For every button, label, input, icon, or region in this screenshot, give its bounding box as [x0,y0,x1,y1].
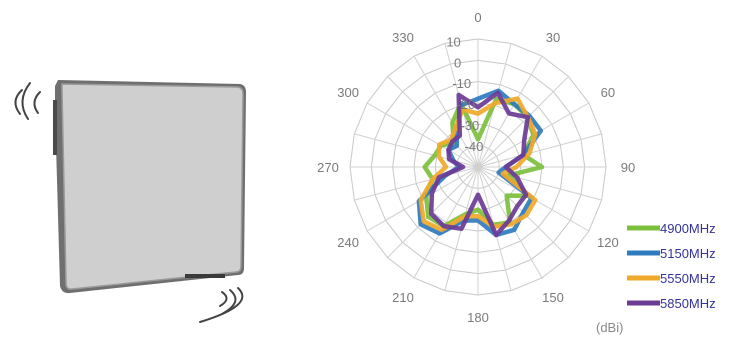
grid-spoke [413,55,479,168]
radial-label: 0 [454,55,461,70]
angle-label-30: 30 [546,30,560,45]
flat-panel-antenna-icon [53,80,246,294]
legend: 4900MHz 5150MHz 5550MHz 5850MHz [627,221,716,311]
angle-label-150: 150 [542,290,564,305]
angle-label-270: 270 [317,160,339,175]
antenna-device-illustration [14,80,246,323]
radial-label: -20 [456,97,475,112]
angle-label-180: 180 [467,310,489,325]
polar-grid [349,38,607,296]
radial-label: -30 [460,118,479,133]
angle-label-0: 0 [474,10,481,25]
grid-spoke [354,133,479,168]
radial-label: -10 [452,76,471,91]
unit-label: (dBi) [596,320,623,335]
angle-label-240: 240 [337,235,359,250]
signal-left-icon [14,82,41,120]
grid-spoke [366,102,479,168]
legend-label: 5550MHz [660,271,716,286]
grid-spoke [477,76,569,168]
grid-spoke [387,76,479,168]
angle-label-330: 330 [392,30,414,45]
grid-spoke [354,166,479,201]
angle-label-210: 210 [392,290,414,305]
legend-label: 4900MHz [660,221,716,236]
angle-labels: 0 30 60 90 120 150 180 210 240 270 300 330 [317,10,635,325]
angle-label-90: 90 [621,160,635,175]
series-layer [416,88,545,238]
angle-label-120: 120 [597,235,619,250]
radial-label: -40 [465,139,484,154]
series-5850MHz [428,90,531,238]
legend-label: 5850MHz [660,296,716,311]
angle-label-60: 60 [601,85,615,100]
legend-label: 5150MHz [660,246,716,261]
angle-label-300: 300 [337,85,359,100]
grid-spoke [477,133,602,168]
radial-label: 10 [446,34,460,49]
radial-labels: 10 0 -10 -20 -30 -40 [446,34,483,154]
series-5550MHz [418,96,538,233]
signal-bottom-icon [199,287,244,323]
